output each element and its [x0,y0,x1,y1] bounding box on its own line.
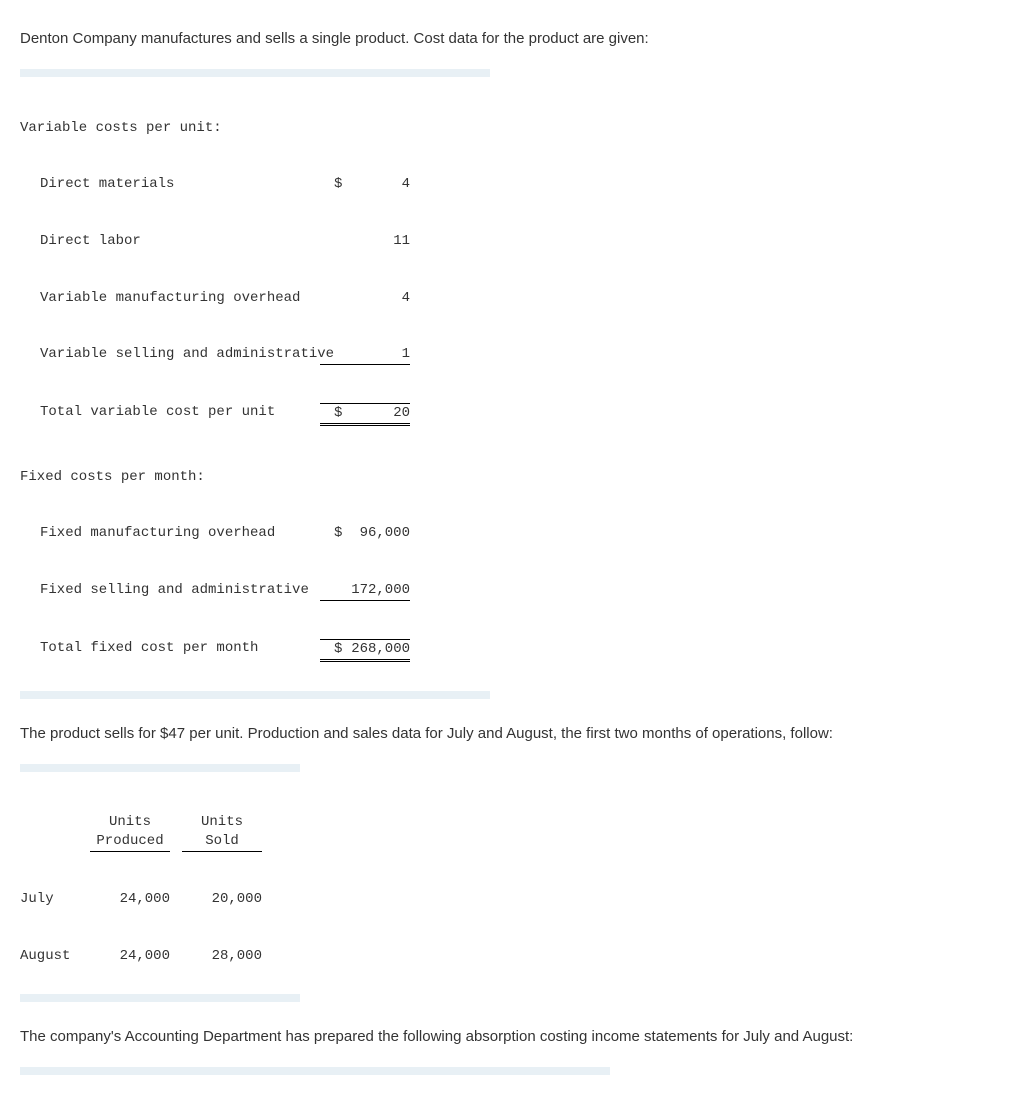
aug-label: August [20,947,90,966]
vmo-value: 4 [320,289,410,308]
dl-value: 11 [320,232,410,251]
income-table: July August Sales $940,000 $1,316,000 Co… [20,1079,552,1106]
vsa-label: Variable selling and administrative [40,345,320,365]
aug-produced: 24,000 [90,947,170,966]
shade-bar [20,691,490,699]
july-label: July [20,890,90,909]
tvc-label: Total variable cost per unit [40,403,320,426]
intro-text-1: Denton Company manufactures and sells a … [20,30,1004,47]
hdr-sold: Units Sold [182,813,262,852]
vmo-label: Variable manufacturing overhead [40,289,320,308]
vsa-value: 1 [320,345,410,365]
prod-row-label-blank [20,813,90,852]
shade-bar [20,69,490,77]
tfc-value: $268,000 [320,639,410,662]
shade-bar [20,764,300,772]
tfc-label: Total fixed cost per month [40,639,320,662]
tvc-value: $20 [320,403,410,426]
fmo-value: $96,000 [320,524,410,543]
hdr-produced: Units Produced [90,813,170,852]
fixed-costs-header: Fixed costs per month: [20,468,320,487]
shade-bar [20,1067,610,1075]
fsa-value: 172,000 [320,581,410,601]
intro-text-2: The product sells for $47 per unit. Prod… [20,725,1004,742]
aug-sold: 28,000 [182,947,262,966]
production-table: Units Produced Units Sold July 24,000 20… [20,776,262,985]
dm-value: $4 [320,175,410,194]
intro-text-3: The company's Accounting Department has … [20,1028,1004,1045]
fsa-label: Fixed selling and administrative [40,581,320,601]
var-costs-header: Variable costs per unit: [20,119,320,138]
shade-bar [20,994,300,1002]
dm-label: Direct materials [40,175,320,194]
dl-label: Direct labor [40,232,320,251]
fmo-label: Fixed manufacturing overhead [40,524,320,543]
cost-table: Variable costs per unit: Direct material… [20,81,410,681]
july-sold: 20,000 [182,890,262,909]
july-produced: 24,000 [90,890,170,909]
